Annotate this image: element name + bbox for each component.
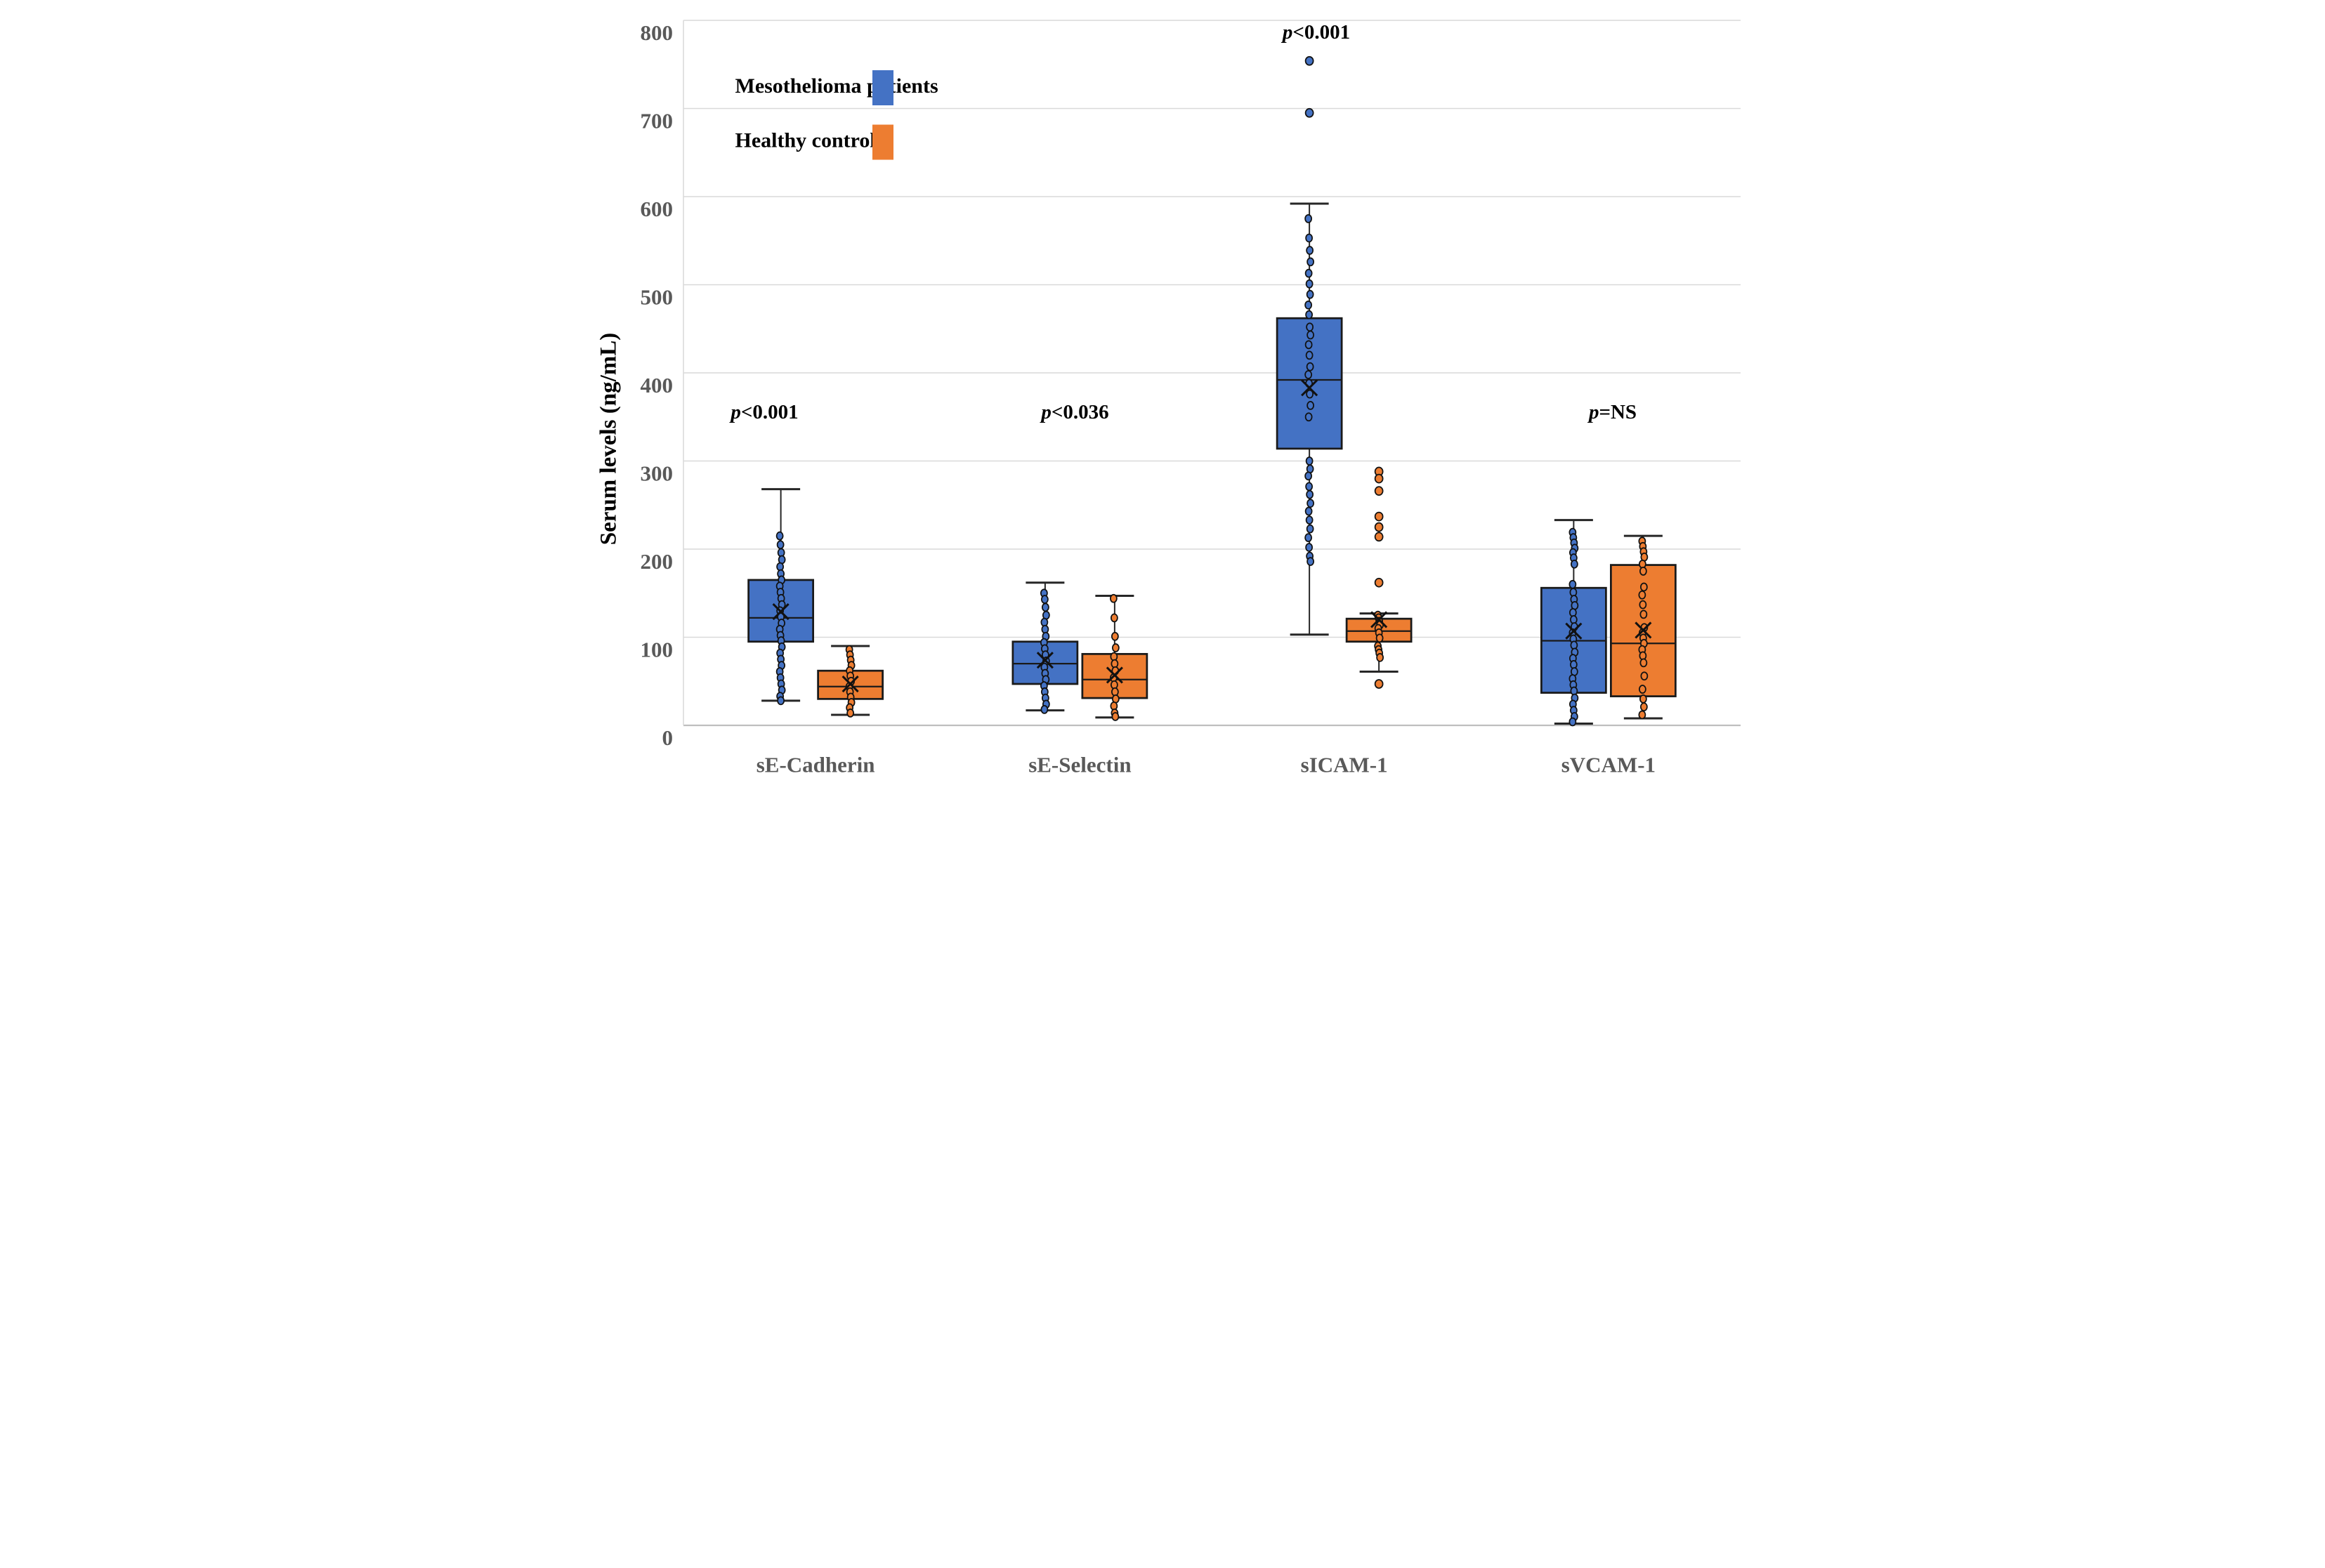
data-point-dot: [1570, 559, 1578, 569]
mean-x-marker: [1300, 379, 1318, 397]
y-tick-label: 500: [640, 285, 673, 310]
outlier-dot: [1374, 522, 1383, 532]
data-point-dot: [1041, 602, 1049, 612]
data-point-dot: [1305, 389, 1314, 399]
data-point-dot: [1306, 499, 1314, 508]
data-point-dot: [1375, 633, 1383, 643]
mean-x-marker: [1036, 652, 1054, 669]
p-value-annotation: p=NS: [1586, 401, 1636, 423]
mean-x-marker: [1634, 621, 1651, 639]
data-point-dot: [1304, 340, 1312, 350]
data-point-dot: [1111, 643, 1120, 652]
data-point-dot: [1639, 582, 1648, 592]
serum-levels-boxplot-chart: 0 100 200 300 400 500 600 700 800 Serum levels (n…: [581, 0, 1744, 784]
data-point-dot: [1306, 524, 1314, 534]
data-point-dot: [1304, 214, 1312, 223]
data-point-dot: [1306, 330, 1314, 340]
legend-label: Mesothelioma patients: [735, 74, 938, 98]
data-point-dot: [1304, 482, 1313, 492]
boxplot-figure: 0 100 200 300 400 500 600 700 800 Serum levels (n…: [581, 0, 1744, 784]
mean-x-marker: [1106, 666, 1123, 684]
data-point-dot: [1639, 658, 1647, 668]
data-point-dot: [1638, 685, 1646, 694]
y-axis-title: Serum levels (ng/mL): [596, 333, 621, 545]
outlier-dot: [1304, 55, 1314, 66]
data-point-dot: [1306, 557, 1314, 566]
outlier-dot: [1304, 107, 1314, 118]
data-point-dot: [1305, 350, 1313, 360]
data-point-dot: [1111, 712, 1119, 721]
data-point-dot: [1040, 595, 1049, 604]
data-point-dot: [1638, 590, 1646, 600]
data-point-dot: [1304, 268, 1312, 278]
data-point-dot: [1639, 694, 1647, 704]
data-point-dot: [1040, 705, 1048, 714]
y-tick-label: 700: [640, 109, 673, 133]
y-tick-label: 600: [640, 197, 673, 221]
y-tick-label: 100: [640, 638, 673, 662]
y-tick-label: 200: [640, 549, 673, 574]
data-point-dot: [1304, 370, 1312, 379]
y-tick-label: 300: [640, 461, 673, 486]
p-value-annotation: p<0.001: [728, 401, 798, 423]
data-point-dot: [1306, 257, 1314, 267]
y-tick-label: 800: [640, 20, 673, 45]
data-point-dot: [1305, 246, 1314, 255]
data-point-dot: [1305, 489, 1314, 499]
outlier-dot: [1374, 511, 1383, 522]
data-point-dot: [1639, 610, 1647, 619]
data-point-dot: [1639, 702, 1648, 712]
data-point-dot: [1638, 710, 1646, 720]
data-point-dot: [1375, 652, 1384, 662]
legend-swatch: [872, 124, 893, 160]
p-value-annotation: p<0.036: [1039, 401, 1108, 423]
data-point-dot: [1304, 506, 1312, 516]
data-point-dot: [1305, 279, 1313, 289]
data-point-dot: [776, 696, 785, 706]
data-point-dot: [1110, 613, 1118, 623]
data-point-dot: [1306, 362, 1314, 371]
data-point-dot: [1305, 456, 1313, 466]
x-category-label: sE-Cadherin: [756, 753, 875, 777]
y-tick-label: 0: [662, 725, 673, 750]
box-iqr: [1276, 317, 1342, 450]
outlier-dot: [1374, 473, 1383, 484]
outlier-dot: [1374, 532, 1383, 542]
data-point-dot: [1111, 631, 1119, 641]
mean-x-marker: [1564, 622, 1582, 640]
data-point-dot: [846, 709, 854, 718]
data-point-dot: [1640, 671, 1648, 681]
data-point-dot: [1304, 310, 1313, 319]
data-point-dot: [1639, 567, 1647, 576]
data-point-dot: [1109, 593, 1118, 603]
legend-label: Healthy controls: [735, 129, 884, 152]
data-point-dot: [1306, 289, 1314, 299]
p-value-annotation: p<0.001: [1280, 21, 1349, 44]
data-point-dot: [1304, 533, 1312, 543]
mean-x-marker: [841, 675, 859, 693]
data-point-dot: [1304, 233, 1313, 243]
data-point-dot: [1568, 579, 1576, 589]
data-point-dot: [1639, 600, 1646, 610]
data-point-dot: [1304, 543, 1313, 552]
outlier-dot: [1374, 577, 1383, 588]
data-point-dot: [1304, 412, 1312, 422]
legend-swatch: [872, 70, 893, 105]
outlier-dot: [1374, 679, 1383, 689]
x-category-label: sE-Selectin: [1028, 753, 1131, 777]
mean-x-marker: [772, 603, 790, 621]
mean-x-marker: [1370, 611, 1387, 628]
data-point-dot: [1304, 300, 1312, 310]
data-point-dot: [1568, 717, 1576, 727]
data-point-dot: [775, 531, 783, 541]
data-point-dot: [1305, 515, 1313, 525]
data-point-dot: [776, 540, 784, 550]
outlier-dot: [1374, 486, 1383, 496]
data-point-dot: [1304, 471, 1312, 481]
data-point-dot: [1306, 401, 1314, 410]
y-tick-label: 400: [640, 373, 673, 397]
x-category-label: sICAM-1: [1300, 753, 1387, 777]
data-point-dot: [1305, 322, 1314, 332]
x-category-label: sVCAM-1: [1561, 753, 1655, 777]
